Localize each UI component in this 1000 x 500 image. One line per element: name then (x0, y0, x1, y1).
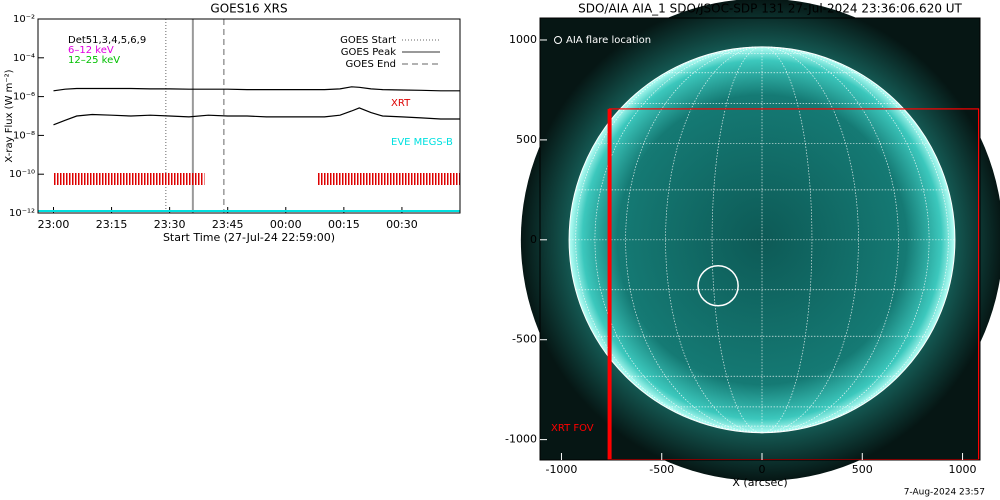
x-tick-label: 23:15 (96, 218, 128, 231)
x-tick-label: -500 (649, 463, 674, 476)
fov-label: XRT FOV (551, 423, 594, 434)
event-legend: GOES Peak (341, 47, 396, 58)
coverage-bar (38, 210, 460, 212)
detector-label: Det51,3,4,5,6,9 (68, 35, 146, 46)
event-legend: GOES Start (340, 35, 396, 46)
x-axis-label: Start Time (27-Jul-24 22:59:00) (163, 231, 335, 244)
legend-text: AIA flare location (566, 35, 651, 46)
x-tick-label: 00:00 (270, 218, 302, 231)
x-tick-label: 00:30 (386, 218, 418, 231)
y-tick-label: -500 (512, 333, 537, 346)
coverage-label: EVE MEGS-B (391, 137, 453, 148)
x-tick-label: 23:45 (212, 218, 244, 231)
y-tick-label: 0 (530, 233, 537, 246)
y-tick-label: 10⁻⁴ (13, 53, 35, 64)
heliographic-grid (569, 46, 955, 434)
y-tick-label: 500 (516, 133, 537, 146)
y-tick-label: 10⁻¹² (9, 208, 35, 219)
y-tick-label: -1000 (505, 433, 537, 446)
y-tick-label: 10⁻² (13, 14, 35, 25)
flare-location (697, 264, 739, 307)
meridian (762, 46, 930, 434)
chart-title: SDO/AIA AIA_1 SDO/JSOC-SDP 131 27-Jul-20… (578, 2, 962, 16)
plot-frame (539, 17, 981, 461)
coverage-bar (316, 173, 460, 185)
x-tick-label: 0 (759, 463, 766, 476)
x-axis-label: X (arcsec) (732, 476, 787, 489)
y-axis-label: X-ray Flux (W m⁻²) (4, 69, 15, 162)
x-tick-label: 500 (852, 463, 873, 476)
chart-title: GOES16 XRS (210, 2, 287, 16)
y-tick-label: 10⁻⁸ (13, 130, 35, 141)
footer: 7-Aug-2024 23:57 (904, 488, 985, 498)
coverage-bar (53, 173, 205, 185)
meridian (762, 46, 813, 434)
meridian (711, 46, 763, 434)
x-tick-label: -1000 (545, 463, 577, 476)
plot-clip-cover (460, 130, 501, 150)
detector-label: 6–12 keV (68, 45, 114, 56)
detector-label: 12–25 keV (68, 55, 120, 66)
limb (568, 46, 956, 434)
x-tick-label: 00:15 (328, 218, 360, 231)
y-tick-label: 10⁻⁶ (13, 92, 35, 103)
meridian (762, 46, 859, 434)
x-tick-label: 23:00 (38, 218, 70, 231)
x-tick-label: 23:30 (154, 218, 186, 231)
flux-line (53, 86, 460, 92)
flux-line (53, 107, 460, 126)
plot-frame (37, 18, 461, 214)
legend-marker (554, 36, 562, 44)
y-tick-label: 1000 (509, 33, 537, 46)
meridian (594, 46, 763, 434)
y-tick-label: 10⁻¹⁰ (9, 169, 35, 180)
x-tick-label: 1000 (949, 463, 977, 476)
meridian (665, 46, 763, 434)
event-legend: GOES End (346, 59, 396, 70)
coverage-label: XRT (391, 98, 411, 109)
